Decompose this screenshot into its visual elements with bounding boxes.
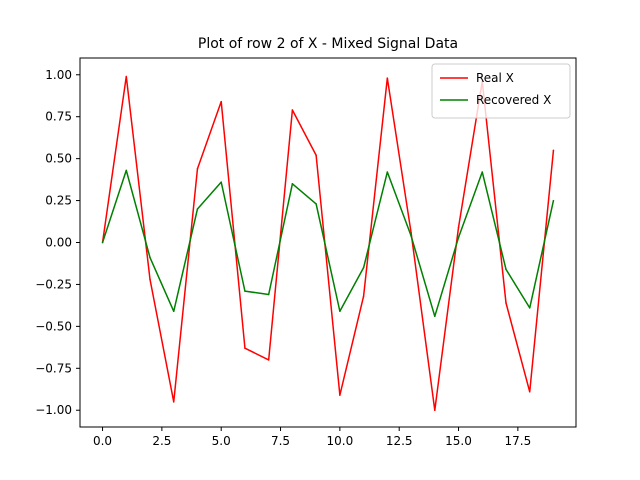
data-point-recovered-x <box>410 235 412 237</box>
data-point-real-x <box>528 391 531 393</box>
data-point-recovered-x <box>481 171 484 173</box>
data-point-real-x <box>457 226 460 229</box>
data-point-recovered-x <box>339 310 341 313</box>
data-point-recovered-x <box>315 203 317 205</box>
x-tick-label: 7.5 <box>271 434 290 448</box>
data-point-recovered-x <box>244 290 246 292</box>
y-tick-label: 0.25 <box>45 194 72 208</box>
x-tick-label: 5.0 <box>212 434 231 448</box>
data-point-recovered-x <box>362 266 365 269</box>
data-point-real-x <box>362 295 365 297</box>
data-point-recovered-x <box>172 310 175 313</box>
x-tick-label: 10.0 <box>327 434 354 448</box>
y-tick-label: −0.50 <box>35 319 72 333</box>
series-line-recovered-x <box>101 169 555 318</box>
x-tick-label: 15.0 <box>445 434 472 448</box>
data-point-recovered-x <box>196 208 199 210</box>
data-point-real-x <box>386 77 389 79</box>
data-point-recovered-x <box>125 169 128 172</box>
data-point-real-x <box>220 100 222 103</box>
x-tick-label: 12.5 <box>386 434 413 448</box>
data-point-recovered-x <box>149 256 151 259</box>
y-tick-label: 0.50 <box>45 152 72 166</box>
data-point-real-x <box>196 167 199 170</box>
data-point-real-x <box>552 149 555 151</box>
data-point-real-x <box>172 401 175 403</box>
y-tick-label: −1.00 <box>35 403 72 417</box>
y-tick-label: 0.00 <box>45 236 72 250</box>
data-point-real-x <box>434 409 436 411</box>
data-point-recovered-x <box>386 171 389 173</box>
data-point-real-x <box>291 109 294 111</box>
data-point-real-x <box>244 347 246 349</box>
legend-label: Real X <box>476 71 514 85</box>
data-point-recovered-x <box>457 236 460 239</box>
data-point-real-x <box>315 154 317 157</box>
data-point-real-x <box>339 394 341 396</box>
data-point-real-x <box>505 302 507 304</box>
data-point-real-x <box>149 278 151 281</box>
data-point-recovered-x <box>220 181 222 183</box>
y-tick-label: −0.75 <box>35 361 72 375</box>
x-axis: 0.0 2.5 5.0 7.5 10.0 12.5 15.0 17.5 <box>93 427 531 448</box>
x-tick-label: 17.5 <box>504 434 531 448</box>
data-point-recovered-x <box>528 307 531 309</box>
y-axis: −1.00 −0.75 −0.50 −0.25 0.00 0.25 0.50 0.75 1.00 <box>35 68 80 417</box>
data-point-recovered-x <box>291 183 294 185</box>
data-point-recovered-x <box>505 268 507 271</box>
y-tick-label: 1.00 <box>45 68 72 82</box>
data-point-recovered-x <box>101 241 104 244</box>
legend: Real X Recovered X <box>431 63 571 119</box>
data-point-real-x <box>125 75 128 78</box>
legend-label: Recovered X <box>476 93 551 107</box>
data-point-recovered-x <box>552 199 555 202</box>
y-tick-label: 0.75 <box>45 110 72 124</box>
data-point-recovered-x <box>267 293 270 296</box>
chart-title: Plot of row 2 of X - Mixed Signal Data <box>198 36 458 52</box>
x-tick-label: 0.0 <box>93 434 112 448</box>
x-tick-label: 2.5 <box>152 434 171 448</box>
y-tick-label: −0.25 <box>35 277 72 291</box>
data-point-real-x <box>267 359 270 361</box>
data-point-recovered-x <box>434 315 436 318</box>
